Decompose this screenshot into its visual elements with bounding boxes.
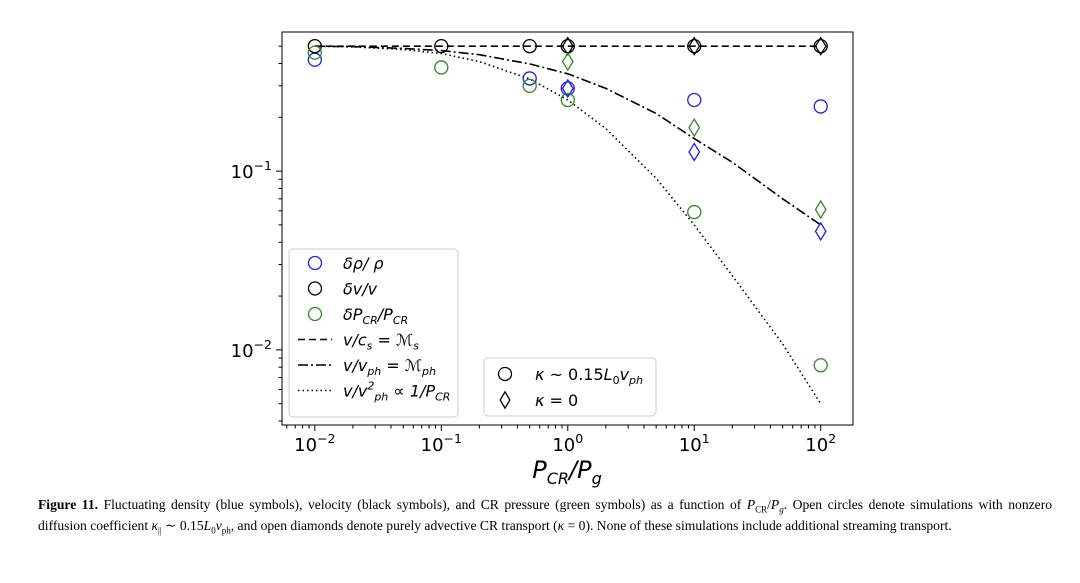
- delta_v-circle-point: [434, 39, 449, 54]
- delta_rho-circle-point: [687, 92, 702, 108]
- delta_rho-diamond-point: [688, 142, 701, 162]
- x-tick-label: 101: [679, 431, 710, 456]
- delta_rho-diamond-point: [561, 78, 574, 99]
- delta_v-diamond-point: [561, 36, 574, 56]
- delta_pcr-circle-point: [560, 92, 575, 108]
- figure-caption: Figure 11. Fluctuating density (blue sym…: [38, 497, 1052, 539]
- delta_rho-circle-point: [813, 99, 828, 114]
- legend-circle-icon: [307, 306, 323, 322]
- delta_pcr-diamond-point: [814, 199, 827, 220]
- legend-circle-icon: [307, 255, 323, 271]
- plot-lines: [314, 45, 822, 405]
- delta_v-circle-point: [307, 39, 322, 54]
- legend-kappa-label: κ ~ 0.15L0vph: [535, 365, 643, 387]
- line-mach_ph: [314, 45, 822, 226]
- delta_pcr-circle-point: [307, 45, 322, 60]
- legend-kappa: κ ~ 0.15L0vph κ = 0: [483, 357, 657, 417]
- axis-ticks: [276, 45, 822, 431]
- delta_pcr-circle-point: [813, 358, 828, 373]
- caption-label: Figure 11.: [38, 497, 99, 512]
- x-tick-label: 10−2: [294, 431, 335, 456]
- delta_rho-circle-point: [560, 81, 575, 96]
- delta_rho-diamond-point: [814, 221, 827, 242]
- delta_v-circle-point: [687, 39, 702, 54]
- delta_pcr-circle-point: [434, 60, 449, 75]
- legend-main-label: δv/v: [343, 280, 378, 299]
- legend-kappa-diamond-icon: [499, 390, 511, 410]
- caption-text: Fluctuating density (blue symbols), velo…: [38, 497, 1053, 536]
- legend-kappa-circle-icon: [497, 366, 513, 382]
- legend-main-label: v/vph = ℳph: [343, 356, 436, 378]
- delta_v-circle-point: [813, 39, 828, 54]
- legend-circle-icon: [307, 281, 323, 296]
- x-tick-label: 100: [552, 431, 583, 456]
- line-inv_pcr: [314, 45, 822, 405]
- x-axis-label: PCR/Pg: [532, 456, 602, 488]
- legend-kappa-box: [483, 357, 657, 417]
- delta_pcr-circle-point: [522, 78, 537, 93]
- legend-main-box: [288, 248, 459, 418]
- y-tick-label: 10−2: [231, 337, 272, 362]
- legend-kappa-label: κ = 0: [535, 391, 578, 410]
- delta_v-diamond-point: [688, 36, 701, 56]
- legend-main-label: δPCR/PCR: [343, 305, 408, 327]
- y-tick-label: 10−1: [231, 158, 272, 183]
- x-tick-label: 10−1: [421, 431, 462, 456]
- tick-labels: 10−2 10−1 100 101 102 10−2 10−1: [231, 158, 836, 456]
- chart-figure: 10−2 10−1 100 101 102 10−2 10−1 PCR/Pg δρ/ ρ δv…: [231, 31, 854, 488]
- delta_rho-circle-point: [522, 71, 537, 86]
- delta_v-circle-point: [522, 39, 537, 54]
- data-markers: [307, 36, 828, 373]
- delta_pcr-circle-point: [687, 204, 702, 220]
- delta_v-diamond-point: [814, 36, 827, 56]
- legend-main-label: v/cs = ℳs: [343, 331, 419, 353]
- x-tick-label: 102: [805, 431, 836, 456]
- delta_pcr-diamond-point: [688, 117, 701, 138]
- legend-main-label: δρ/ ρ: [343, 254, 384, 273]
- legend-main-label: v/v2ph ∝ 1/PCR: [343, 380, 450, 404]
- legend-main: δρ/ ρ δv/v δPCR/PCR v/cs = ℳs v/vph = ℳphv/v…: [288, 248, 459, 418]
- delta_pcr-diamond-point: [561, 51, 574, 72]
